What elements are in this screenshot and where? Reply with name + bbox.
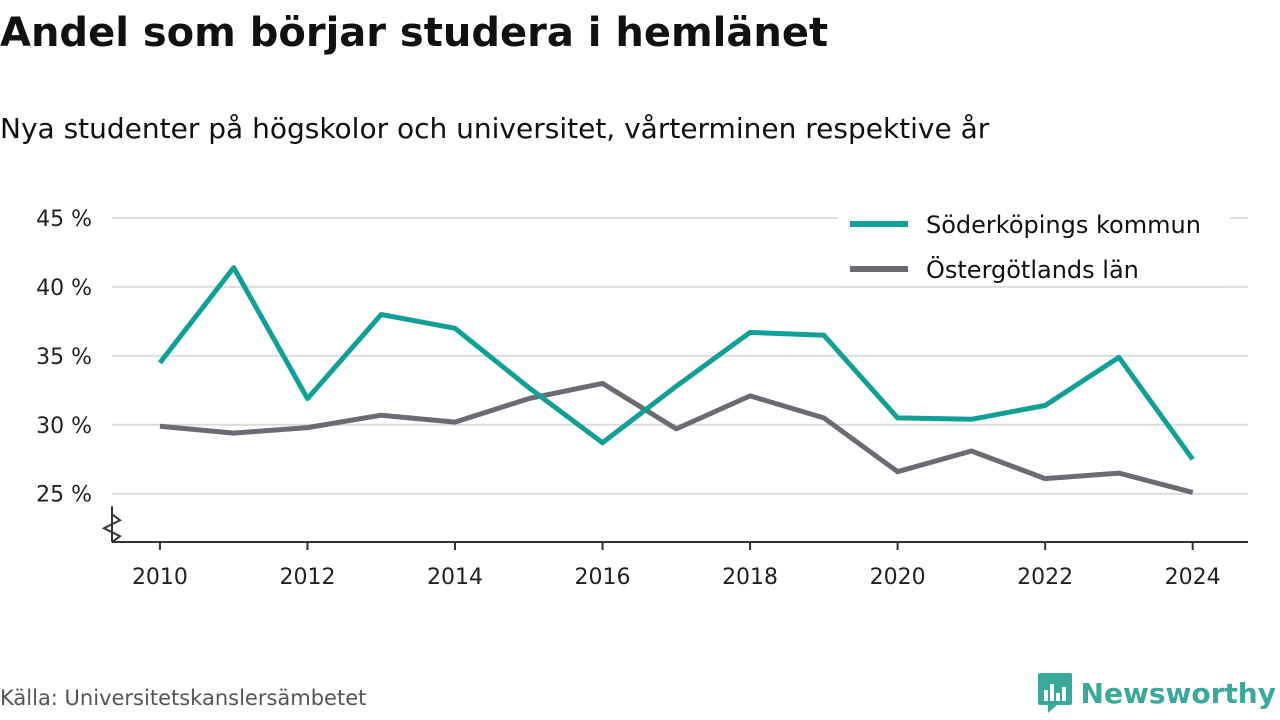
- x-tick-label: 2016: [575, 565, 631, 590]
- x-tick-label: 2014: [427, 565, 483, 590]
- x-tick-label: 2024: [1165, 565, 1221, 590]
- axes: 25 % 30 % 35 % 40 % 45 % 2010 2012 2014 2016 2018…: [36, 207, 1248, 590]
- chart-subtitle: Nya studenter på högskolor och universit…: [0, 112, 990, 145]
- source-note: Källa: Universitetskanslersämbetet: [0, 686, 367, 710]
- series-lines: [157, 265, 1195, 495]
- y-tick-label: 45 %: [36, 207, 92, 232]
- y-tick-label: 35 %: [36, 345, 92, 370]
- series-line-1: [159, 380, 1194, 495]
- legend: Söderköpings kommun Östergötlands län: [838, 200, 1230, 286]
- newsworthy-logo-icon: [1037, 673, 1072, 713]
- legend-label-0: Söderköpings kommun: [926, 211, 1201, 239]
- x-tick-label: 2022: [1017, 565, 1073, 590]
- x-tick-label: 2010: [132, 565, 188, 590]
- brand-logo: Newsworthy: [1037, 672, 1276, 714]
- series-line-0: [157, 265, 1195, 461]
- y-tick-label: 40 %: [36, 276, 92, 301]
- brand-name: Newsworthy: [1080, 676, 1276, 710]
- x-tick-label: 2020: [870, 565, 926, 590]
- axis-break-icon: [101, 513, 122, 544]
- x-tick-label: 2012: [279, 565, 335, 590]
- x-tick-label: 2018: [722, 565, 778, 590]
- legend-label-1: Östergötlands län: [926, 255, 1139, 284]
- y-tick-label: 25 %: [36, 483, 92, 508]
- chart-title: Andel som börjar studera i hemlänet: [0, 10, 829, 56]
- y-tick-label: 30 %: [36, 414, 92, 439]
